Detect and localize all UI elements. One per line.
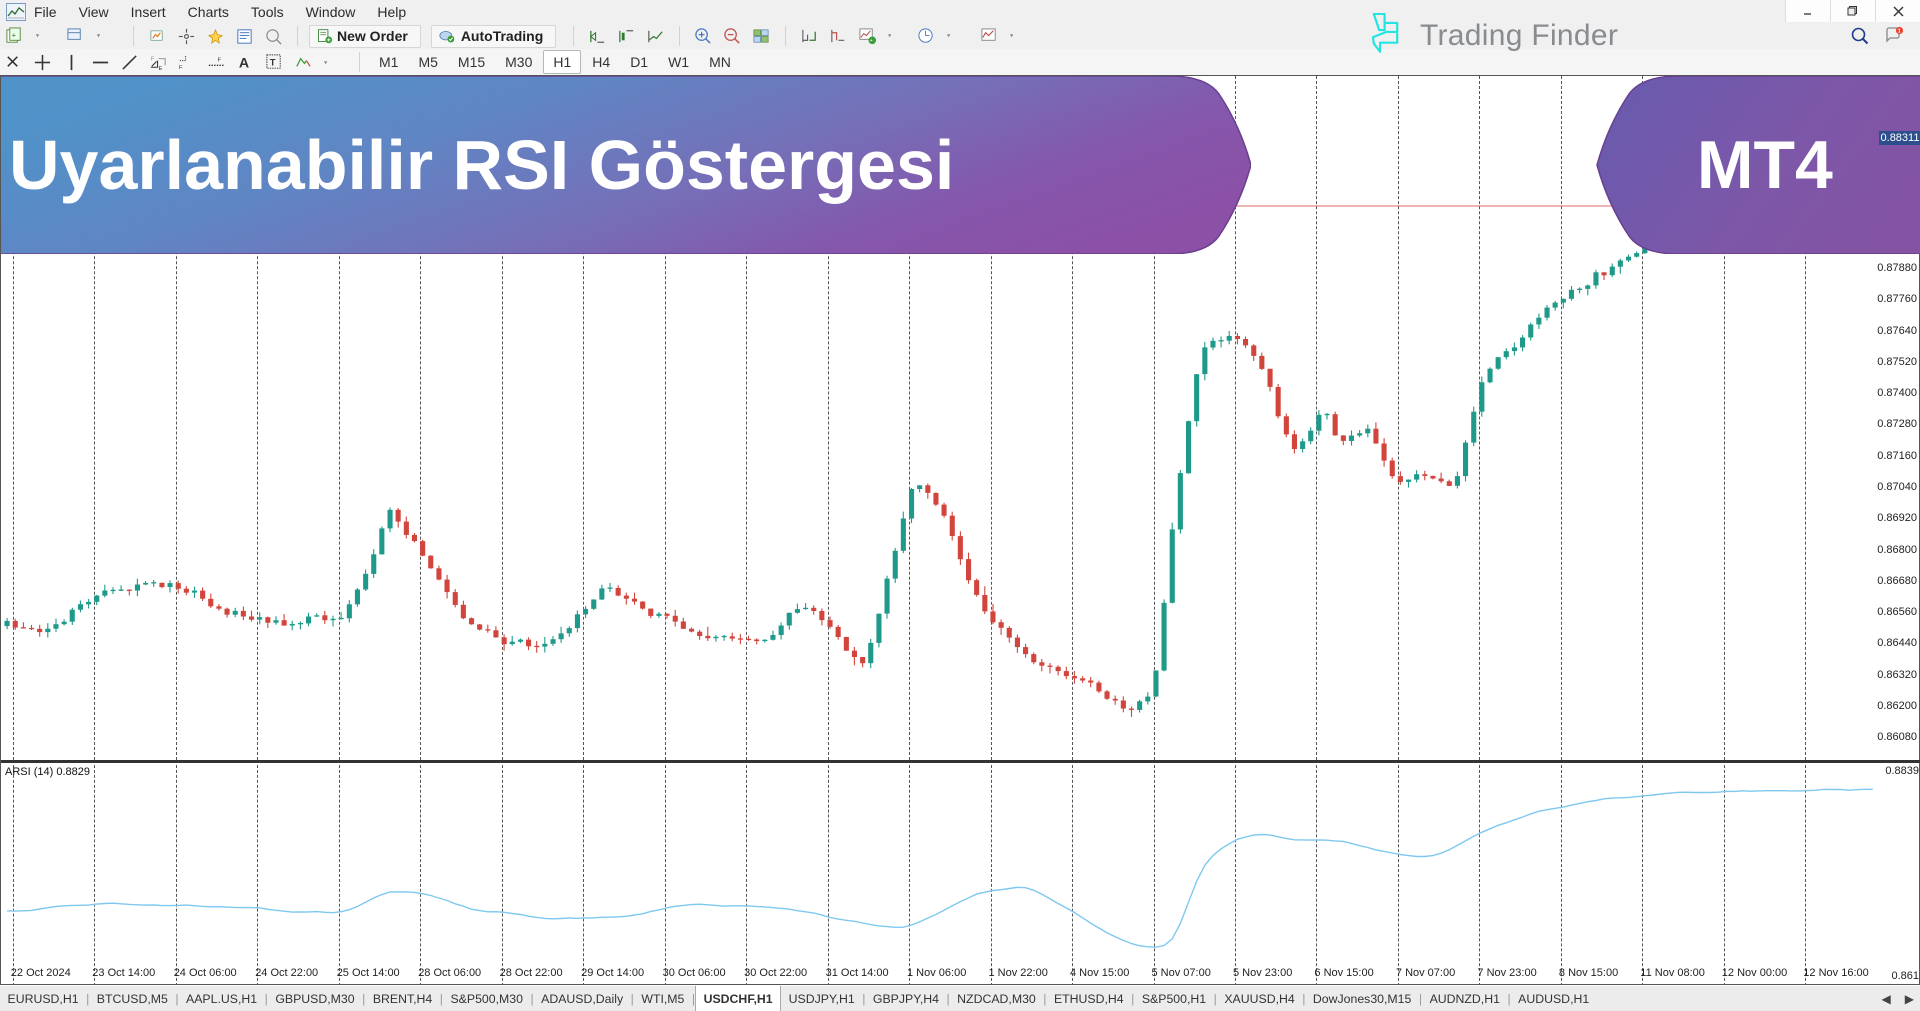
svg-text:▾: ▾ <box>97 32 101 39</box>
svg-text:▾: ▾ <box>947 32 951 39</box>
svg-text:F: F <box>179 65 183 71</box>
svg-text:F: F <box>217 57 221 63</box>
svg-text:1: 1 <box>1898 28 1901 34</box>
svg-text:+: + <box>12 30 17 39</box>
svg-text:▾: ▾ <box>1010 32 1014 39</box>
svg-text:T: T <box>270 57 276 68</box>
svg-text:▾: ▾ <box>36 32 40 39</box>
svg-text:▾: ▾ <box>324 59 328 66</box>
svg-text:F: F <box>151 56 155 62</box>
svg-text:E: E <box>159 66 163 72</box>
svg-text:A: A <box>239 55 249 71</box>
svg-text:+: + <box>870 38 873 44</box>
svg-text:▾: ▾ <box>888 32 892 39</box>
